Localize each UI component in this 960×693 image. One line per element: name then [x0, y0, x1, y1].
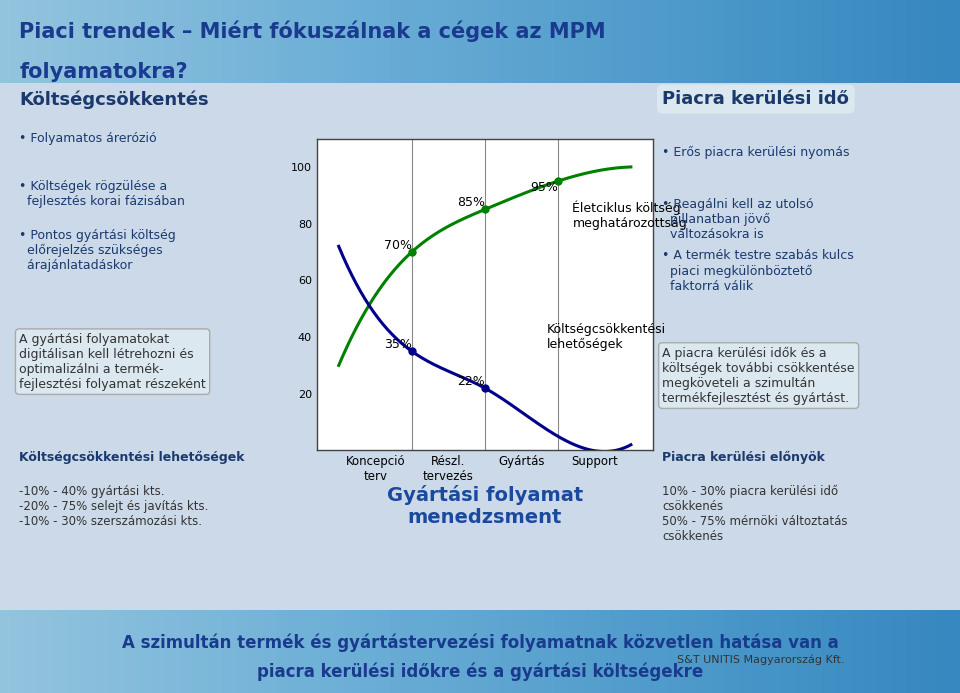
Text: 85%: 85%	[457, 197, 485, 209]
Text: piacra kerülési időkre és a gyártási költségekre: piacra kerülési időkre és a gyártási köl…	[257, 663, 703, 681]
Text: • Erős piacra kerülési nyomás: • Erős piacra kerülési nyomás	[662, 146, 850, 159]
Text: 22%: 22%	[457, 375, 485, 388]
Text: • Pontos gyártási költség
  előrejelzés szükséges
  árajánlatadáskor: • Pontos gyártási költség előrejelzés sz…	[19, 229, 176, 272]
Text: • A termék testre szabás kulcs
  piaci megkülönböztető
  faktorrá válik: • A termék testre szabás kulcs piaci meg…	[662, 249, 854, 292]
Text: 95%: 95%	[530, 181, 558, 194]
Text: A szimultán termék és gyártástervezési folyamatnak közvetlen hatása van a: A szimultán termék és gyártástervezési f…	[122, 634, 838, 652]
Text: Piaci trendek – Miért fókuszálnak a cégek az MPM: Piaci trendek – Miért fókuszálnak a cége…	[19, 21, 606, 42]
Text: A gyártási folyamatokat
digitálisan kell létrehozni és
optimalizálni a termék-
f: A gyártási folyamatokat digitálisan kell…	[19, 333, 206, 391]
Text: Költségcsökkentési
lehetőségek: Költségcsökkentési lehetőségek	[547, 323, 666, 351]
Text: 35%: 35%	[384, 338, 412, 351]
Text: 70%: 70%	[384, 239, 412, 252]
Text: Életciklus költség
meghatározottság: Életciklus költség meghatározottság	[572, 201, 687, 231]
Text: Gyártási folyamat
menedzsment: Gyártási folyamat menedzsment	[387, 485, 583, 527]
Text: A piacra kerülési idők és a
költségek további csökkentése
megköveteli a szimultá: A piacra kerülési idők és a költségek to…	[662, 346, 855, 405]
Text: 10% - 30% piacra kerülési idő
csökkenés
50% - 75% mérnöki változtatás
csökkenés: 10% - 30% piacra kerülési idő csökkenés …	[662, 485, 848, 543]
Text: Költségcsökkentés: Költségcsökkentés	[19, 90, 209, 109]
Text: Piacra kerülési idő: Piacra kerülési idő	[662, 90, 850, 108]
Text: • Reagálni kell az utolsó
  pillanatban jövő
  változásokra is: • Reagálni kell az utolsó pillanatban jö…	[662, 198, 814, 240]
Text: -10% - 40% gyártási kts.
-20% - 75% selejt és javítás kts.
-10% - 30% szerszámoz: -10% - 40% gyártási kts. -20% - 75% sele…	[19, 485, 208, 528]
Text: • Folyamatos árerózió: • Folyamatos árerózió	[19, 132, 156, 145]
Text: Költségcsökkentési lehetőségek: Költségcsökkentési lehetőségek	[19, 450, 245, 464]
Text: folyamatokra?: folyamatokra?	[19, 62, 188, 82]
Text: S&T UNITIS Magyarország Kft.: S&T UNITIS Magyarország Kft.	[678, 655, 845, 665]
Text: • Költségek rögzülése a
  fejlesztés korai fázisában: • Költségek rögzülése a fejlesztés korai…	[19, 180, 185, 208]
Text: Piacra kerülési előnyök: Piacra kerülési előnyök	[662, 450, 826, 464]
